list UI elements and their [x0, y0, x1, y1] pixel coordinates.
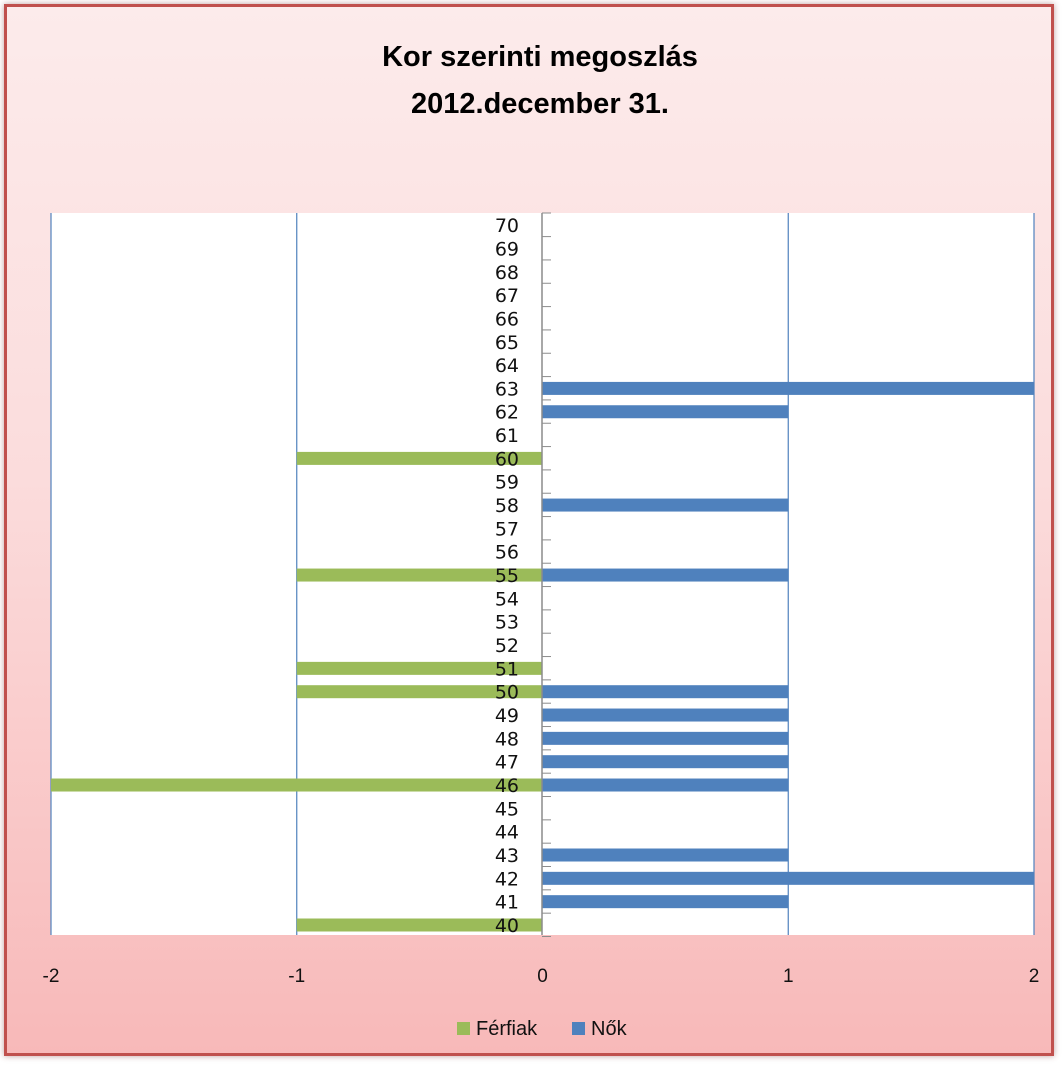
x-tick-label: 2 [1029, 966, 1040, 987]
category-ticks [542, 212, 551, 937]
legend: Férfiak Nők [457, 1018, 628, 1040]
x-tick-label: 0 [537, 966, 548, 987]
category-label-63: 63 [495, 378, 519, 400]
bar-nok-58 [542, 498, 789, 512]
category-label-51: 51 [495, 658, 519, 680]
category-label-52: 52 [495, 635, 519, 657]
category-label-56: 56 [495, 542, 519, 564]
category-label-43: 43 [495, 845, 519, 867]
bar-nok-47 [542, 755, 789, 769]
bar-nok-50 [542, 685, 789, 699]
category-label-68: 68 [495, 262, 519, 284]
bars [51, 381, 1034, 932]
category-label-62: 62 [495, 402, 519, 424]
category-label-40: 40 [495, 915, 519, 937]
category-label-70: 70 [495, 215, 519, 237]
category-label-69: 69 [495, 238, 519, 260]
bar-ferfiak-55 [296, 568, 543, 582]
category-label-41: 41 [495, 892, 519, 914]
category-label-45: 45 [495, 798, 519, 820]
category-label-67: 67 [495, 285, 519, 307]
bar-ferfiak-50 [296, 685, 543, 699]
bar-ferfiak-46 [51, 778, 543, 792]
bar-nok-42 [542, 871, 1034, 885]
category-label-46: 46 [495, 775, 519, 797]
legend-swatch-ferfiak [457, 1022, 470, 1035]
bar-ferfiak-51 [296, 661, 543, 675]
legend-label-nok: Nők [591, 1018, 628, 1040]
category-label-42: 42 [495, 868, 519, 890]
category-label-57: 57 [495, 518, 519, 540]
bar-nok-49 [542, 708, 789, 722]
category-label-58: 58 [495, 495, 519, 517]
legend-label-ferfiak: Férfiak [476, 1018, 538, 1040]
bar-nok-63 [542, 381, 1034, 395]
category-label-66: 66 [495, 308, 519, 330]
x-tick-label: -1 [288, 966, 305, 987]
x-tick-label: 1 [783, 966, 794, 987]
category-label-65: 65 [495, 332, 519, 354]
bar-nok-55 [542, 568, 789, 582]
chart-title: Kor szerinti megoszlás [382, 41, 698, 73]
bar-ferfiak-40 [296, 918, 543, 932]
bar-nok-48 [542, 731, 789, 745]
bar-nok-41 [542, 895, 789, 909]
bar-ferfiak-60 [296, 451, 543, 465]
category-label-48: 48 [495, 728, 519, 750]
bar-nok-46 [542, 778, 789, 792]
bar-nok-43 [542, 848, 789, 862]
category-label-50: 50 [495, 682, 519, 704]
category-label-61: 61 [495, 425, 519, 447]
value-axis-ticks: -2 -1 0 1 2 [43, 966, 1040, 987]
category-labels: 4041424344454647484950515253545556575859… [495, 215, 519, 937]
chart-subtitle: 2012.december 31. [411, 88, 669, 120]
category-label-49: 49 [495, 705, 519, 727]
category-label-53: 53 [495, 612, 519, 634]
bar-nok-62 [542, 405, 789, 419]
category-label-44: 44 [495, 822, 519, 844]
x-tick-label: -2 [43, 966, 60, 987]
category-label-64: 64 [495, 355, 519, 377]
category-label-60: 60 [495, 448, 519, 470]
category-label-59: 59 [495, 472, 519, 494]
category-label-47: 47 [495, 752, 519, 774]
category-label-55: 55 [495, 565, 519, 587]
legend-swatch-nok [572, 1022, 585, 1035]
category-label-54: 54 [495, 588, 519, 610]
